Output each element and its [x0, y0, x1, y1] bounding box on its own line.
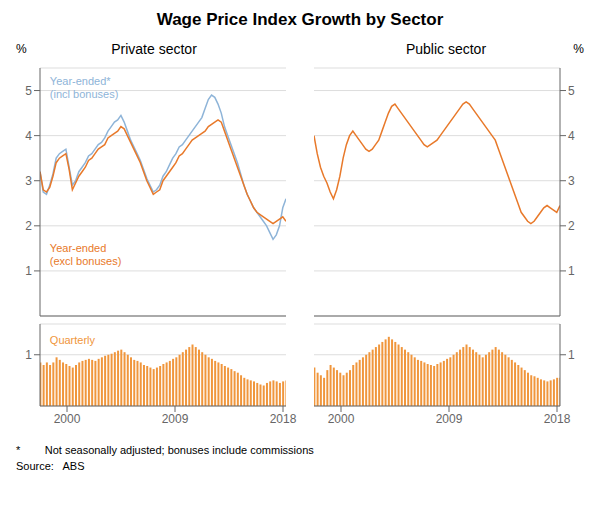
svg-text:2000: 2000 [328, 412, 355, 426]
svg-text:2018: 2018 [270, 412, 297, 426]
svg-text:1: 1 [25, 348, 32, 362]
svg-text:3: 3 [568, 174, 575, 188]
svg-text:4: 4 [25, 129, 32, 143]
svg-text:5: 5 [568, 84, 575, 98]
svg-text:2: 2 [25, 219, 32, 233]
svg-text:2: 2 [568, 219, 575, 233]
html-text:Quarterly: Quarterly [49, 333, 96, 346]
svg-text:2009: 2009 [162, 412, 189, 426]
html-text:Public sector: Public sector [405, 41, 487, 57]
html-text:Year-ended* (incl bonuses): Year-ended* (incl bonuses) [49, 75, 119, 101]
svg-text:1: 1 [25, 264, 32, 278]
html-text:Wage Price Index Growth by Sec: Wage Price Index Growth by Sector [156, 10, 444, 29]
svg-text:5: 5 [25, 84, 32, 98]
html-text:Private sector: Private sector [111, 41, 197, 57]
svg-text:3: 3 [25, 174, 32, 188]
html-text:Source: ABS: Source: ABS [16, 460, 85, 472]
svg-text:1: 1 [568, 348, 575, 362]
svg-text:2018: 2018 [544, 412, 571, 426]
svg-text:1: 1 [568, 264, 575, 278]
html-text:Year-ended (excl bonuses): Year-ended (excl bonuses) [49, 241, 122, 267]
svg-text:2000: 2000 [54, 412, 81, 426]
svg-text:2009: 2009 [436, 412, 463, 426]
svg-text:4: 4 [568, 129, 575, 143]
html-text:* Not seasonally adjusted; bon: * Not seasonally adjusted; bonuses inclu… [16, 444, 314, 456]
